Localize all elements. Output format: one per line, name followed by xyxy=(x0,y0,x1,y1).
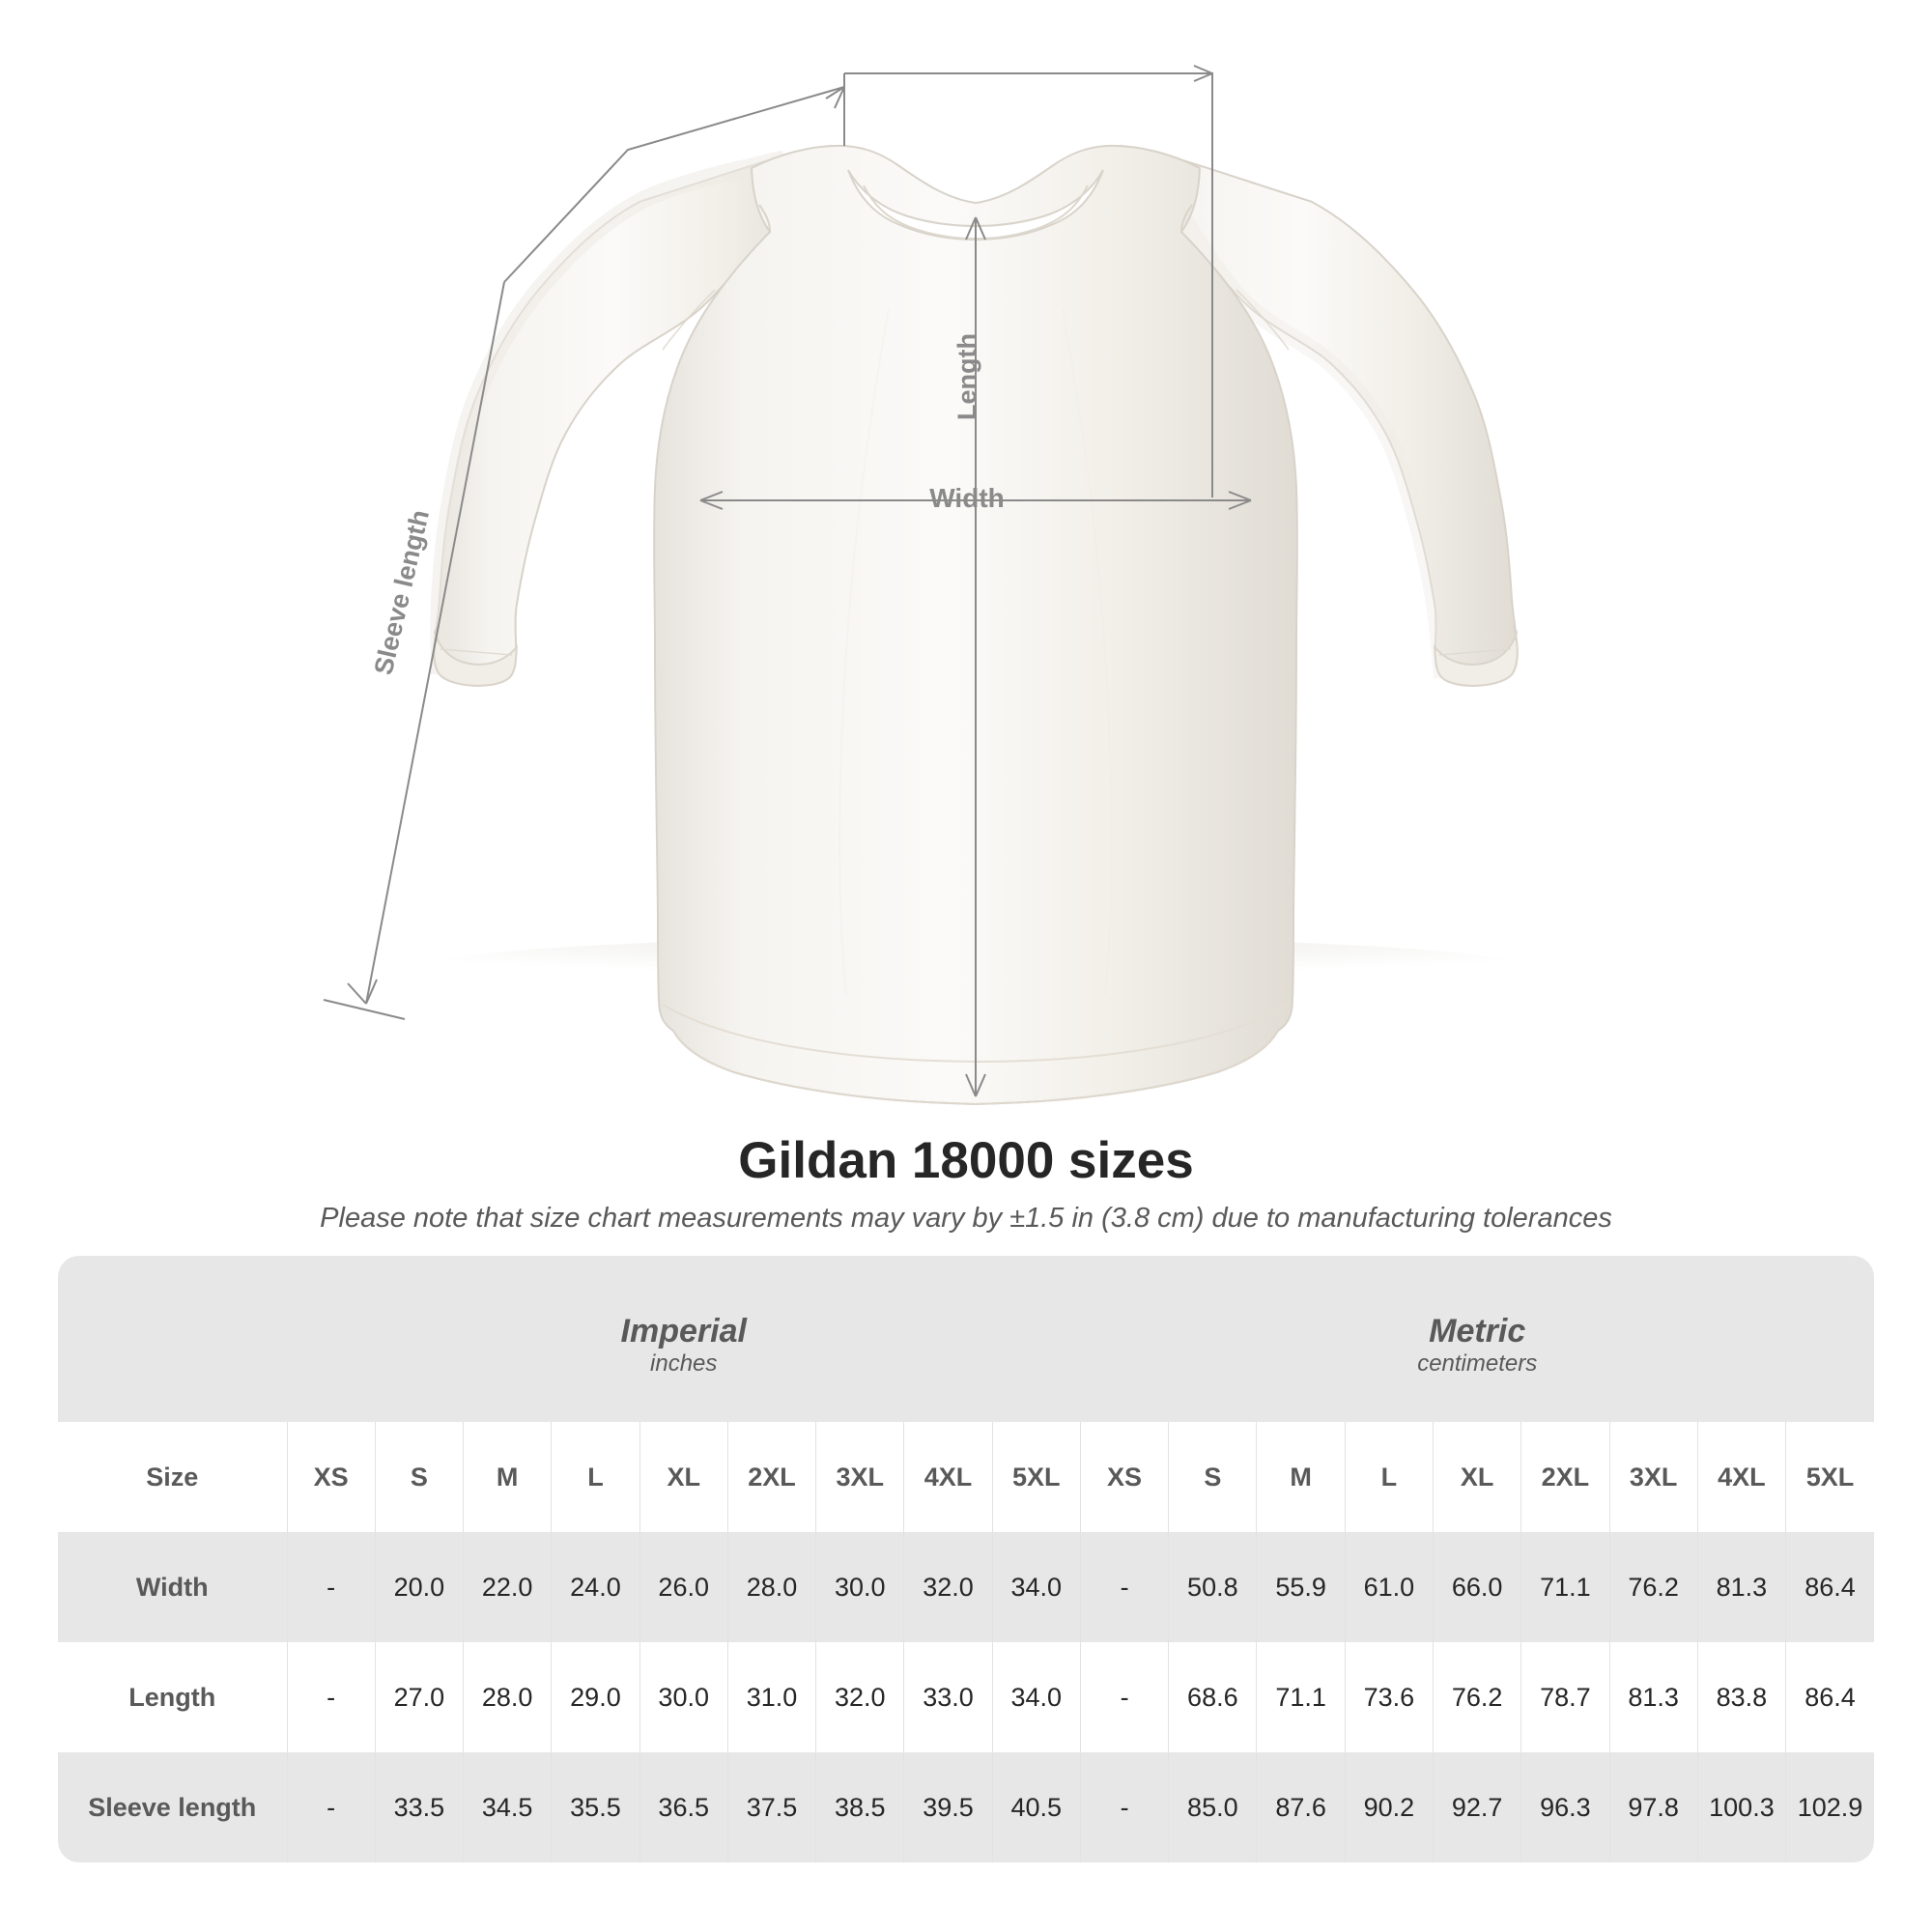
svg-text:Width: Width xyxy=(929,483,1005,513)
svg-text:Sleeve length: Sleeve length xyxy=(369,507,435,677)
svg-text:Length: Length xyxy=(952,333,981,420)
